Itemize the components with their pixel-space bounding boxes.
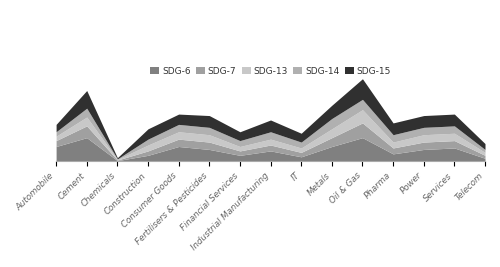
Legend: SDG-6, SDG-7, SDG-13, SDG-14, SDG-15: SDG-6, SDG-7, SDG-13, SDG-14, SDG-15 xyxy=(146,63,394,79)
